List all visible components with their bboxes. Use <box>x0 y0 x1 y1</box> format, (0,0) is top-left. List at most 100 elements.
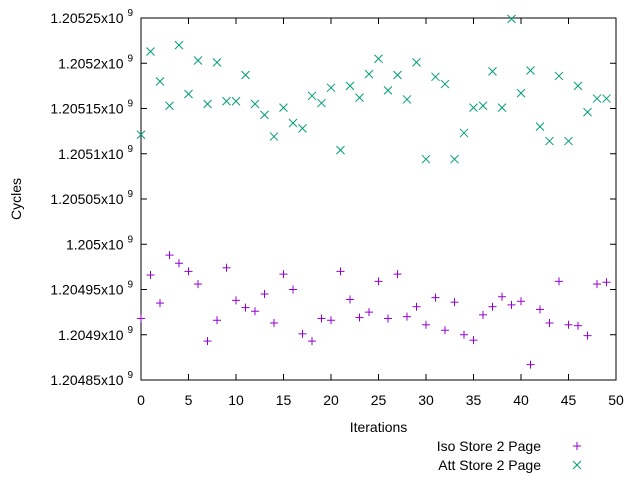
x-tick-label: 30 <box>418 392 434 408</box>
data-point-stroke <box>431 72 440 82</box>
data-point-stroke <box>535 122 545 131</box>
y-tick-label: 1.2052x10 9 <box>58 53 133 71</box>
data-point <box>383 86 393 95</box>
data-point-stroke <box>174 40 184 50</box>
data-point-stroke <box>298 124 307 133</box>
x-tick-label: 20 <box>323 392 339 408</box>
data-point <box>175 259 183 268</box>
data-point-stroke <box>288 118 298 128</box>
data-point <box>146 47 155 56</box>
y-axis-label: Cycles <box>8 178 24 220</box>
data-point <box>193 56 203 65</box>
data-point-stroke <box>545 136 554 146</box>
data-point <box>355 93 364 102</box>
data-point-stroke <box>383 86 393 95</box>
data-point <box>232 296 240 305</box>
data-point <box>602 94 611 103</box>
data-point-stroke <box>203 99 212 109</box>
x-tick-label: 0 <box>137 392 145 408</box>
data-point <box>184 267 193 276</box>
data-point <box>137 314 145 323</box>
data-point <box>327 316 335 325</box>
x-tick-label: 50 <box>608 392 624 408</box>
y-tick-label: 1.20525x10 9 <box>50 8 133 26</box>
data-point-stroke <box>573 81 583 91</box>
data-point <box>602 278 611 287</box>
data-point <box>364 69 374 79</box>
data-point <box>222 263 231 272</box>
x-tick-label: 45 <box>561 392 577 408</box>
y-tick-label: 1.2049x10 9 <box>58 325 133 343</box>
data-point <box>450 298 459 307</box>
data-point-stroke <box>459 128 469 138</box>
data-point <box>583 107 592 117</box>
data-point <box>346 295 354 304</box>
data-point <box>403 312 411 321</box>
data-point-stroke <box>602 94 611 103</box>
data-point-stroke <box>564 136 573 146</box>
data-point-stroke <box>554 71 564 81</box>
legend: Iso Store 2 Page Att Store 2 Page <box>437 438 582 473</box>
data-point <box>231 96 241 106</box>
data-point <box>469 103 478 112</box>
data-point <box>441 326 449 335</box>
y-tick-label: 1.20505x10 9 <box>50 189 133 207</box>
data-point <box>545 318 554 327</box>
data-point <box>555 277 563 286</box>
data-point <box>336 267 345 276</box>
data-point <box>213 316 221 325</box>
data-point-stroke <box>364 69 374 79</box>
data-point <box>545 136 554 146</box>
data-point <box>422 320 430 329</box>
data-point <box>516 88 526 98</box>
data-point-stroke <box>516 88 526 98</box>
data-point <box>212 57 222 67</box>
data-point-stroke <box>526 66 535 75</box>
legend-label: Att Store 2 Page <box>438 457 541 473</box>
x-axis-label: Iterations <box>350 419 408 435</box>
data-point <box>317 314 326 323</box>
data-point <box>574 321 582 330</box>
x-tick-label: 25 <box>371 392 387 408</box>
data-point-stroke <box>184 89 193 99</box>
data-point <box>165 251 174 260</box>
data-point-stroke <box>497 103 507 112</box>
data-point <box>384 314 392 323</box>
data-point-stroke <box>136 130 146 140</box>
data-point <box>517 297 525 306</box>
data-point <box>241 70 250 80</box>
data-point-stroke <box>231 96 241 106</box>
data-point <box>365 308 373 317</box>
data-point-stroke <box>336 145 345 155</box>
data-point <box>251 307 259 316</box>
data-point <box>507 300 516 309</box>
data-point <box>431 293 440 302</box>
data-point <box>469 336 478 345</box>
data-point-stroke <box>469 103 478 112</box>
data-point-stroke <box>193 56 203 65</box>
data-point <box>526 360 535 369</box>
data-point-stroke <box>393 70 402 80</box>
data-points <box>136 14 611 369</box>
data-point <box>459 128 469 138</box>
y-tick-label: 1.20515x10 9 <box>50 99 133 117</box>
data-point <box>298 124 307 133</box>
data-point-stroke <box>345 81 355 91</box>
y-tick-label: 1.2051x10 9 <box>58 144 133 162</box>
data-point <box>526 66 535 75</box>
data-point-stroke <box>317 98 326 108</box>
data-point <box>326 83 336 93</box>
data-point <box>479 310 487 319</box>
data-point <box>307 91 317 101</box>
y-tick-label: 1.20495x10 9 <box>50 280 133 298</box>
plot-frame <box>140 17 617 381</box>
data-point <box>488 67 497 76</box>
data-point <box>194 280 202 289</box>
data-point <box>203 337 212 346</box>
data-point-stroke <box>592 94 602 103</box>
data-point <box>374 277 383 286</box>
data-point-stroke <box>326 83 336 93</box>
data-point-stroke <box>421 154 431 164</box>
data-point <box>393 70 402 80</box>
